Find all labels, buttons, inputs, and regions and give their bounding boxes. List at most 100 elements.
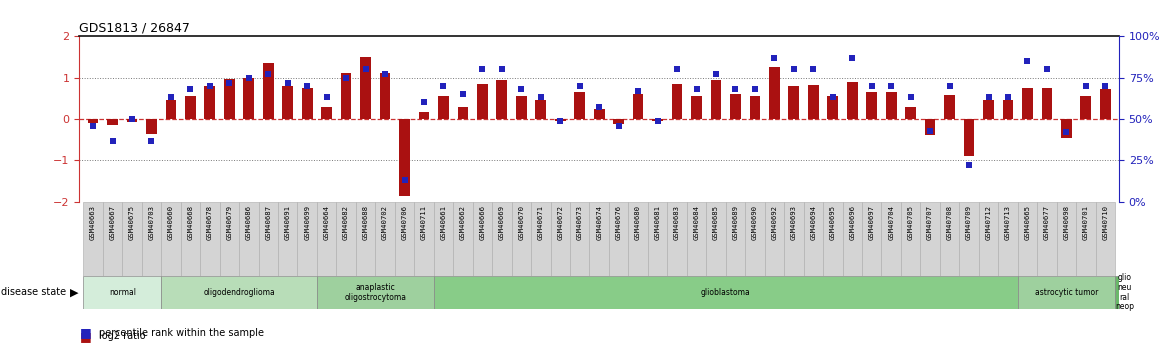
- Bar: [691, 96, 702, 119]
- Point: [259, 71, 278, 77]
- Text: GSM40697: GSM40697: [869, 205, 875, 240]
- Text: GSM40662: GSM40662: [460, 205, 466, 240]
- Text: GSM40683: GSM40683: [674, 205, 680, 240]
- FancyBboxPatch shape: [823, 202, 842, 276]
- Bar: [652, 119, 663, 121]
- FancyBboxPatch shape: [609, 202, 628, 276]
- Text: GSM40691: GSM40691: [285, 205, 291, 240]
- Point: [239, 75, 258, 80]
- Text: GSM40710: GSM40710: [1103, 205, 1108, 240]
- FancyBboxPatch shape: [667, 202, 687, 276]
- FancyBboxPatch shape: [200, 202, 220, 276]
- FancyBboxPatch shape: [395, 202, 415, 276]
- Point: [648, 118, 667, 124]
- Text: GSM40698: GSM40698: [1063, 205, 1070, 240]
- Text: GSM40671: GSM40671: [537, 205, 544, 240]
- Point: [1018, 58, 1037, 64]
- Bar: [555, 119, 565, 121]
- FancyBboxPatch shape: [356, 202, 375, 276]
- Point: [512, 87, 530, 92]
- Point: [181, 87, 200, 92]
- Bar: [827, 96, 839, 119]
- Text: percentile rank within the sample: percentile rank within the sample: [99, 328, 264, 338]
- FancyBboxPatch shape: [707, 202, 725, 276]
- Point: [395, 178, 413, 183]
- Bar: [730, 94, 741, 119]
- Text: GSM40692: GSM40692: [771, 205, 778, 240]
- Bar: [885, 92, 897, 119]
- Bar: [438, 96, 449, 119]
- Bar: [224, 79, 235, 119]
- FancyBboxPatch shape: [901, 202, 920, 276]
- Bar: [204, 86, 215, 119]
- FancyBboxPatch shape: [258, 202, 278, 276]
- FancyBboxPatch shape: [123, 202, 141, 276]
- FancyBboxPatch shape: [1017, 276, 1115, 309]
- FancyBboxPatch shape: [648, 202, 667, 276]
- FancyBboxPatch shape: [220, 202, 239, 276]
- FancyBboxPatch shape: [1037, 202, 1057, 276]
- Bar: [88, 119, 98, 123]
- FancyBboxPatch shape: [512, 202, 531, 276]
- Text: GSM40663: GSM40663: [90, 205, 96, 240]
- Bar: [1100, 89, 1111, 119]
- Bar: [399, 119, 410, 196]
- Point: [668, 67, 687, 72]
- Text: ▶: ▶: [70, 287, 78, 297]
- Text: GSM40689: GSM40689: [732, 205, 738, 240]
- Text: GSM40668: GSM40668: [187, 205, 194, 240]
- Text: glioblastoma: glioblastoma: [701, 288, 751, 297]
- Bar: [185, 96, 196, 119]
- Bar: [575, 92, 585, 119]
- FancyBboxPatch shape: [725, 202, 745, 276]
- Bar: [710, 80, 722, 119]
- Point: [804, 67, 822, 72]
- FancyBboxPatch shape: [415, 202, 433, 276]
- FancyBboxPatch shape: [336, 202, 356, 276]
- Text: GSM40711: GSM40711: [420, 205, 427, 240]
- Point: [298, 83, 317, 89]
- Point: [161, 95, 180, 100]
- Text: GSM40701: GSM40701: [1083, 205, 1089, 240]
- Text: GSM40684: GSM40684: [694, 205, 700, 240]
- Text: GSM40682: GSM40682: [343, 205, 349, 240]
- Text: GSM40712: GSM40712: [986, 205, 992, 240]
- Text: GSM40673: GSM40673: [577, 205, 583, 240]
- Text: GSM40690: GSM40690: [752, 205, 758, 240]
- Text: GSM40676: GSM40676: [616, 205, 621, 240]
- FancyBboxPatch shape: [161, 202, 181, 276]
- Point: [318, 95, 336, 100]
- Point: [1057, 129, 1076, 135]
- Text: GDS1813 / 26847: GDS1813 / 26847: [79, 21, 190, 34]
- Point: [687, 87, 705, 92]
- Text: GSM40705: GSM40705: [908, 205, 913, 240]
- Text: GSM40704: GSM40704: [888, 205, 895, 240]
- Bar: [672, 84, 682, 119]
- FancyBboxPatch shape: [959, 202, 979, 276]
- Text: anaplastic
oligostrocytoma: anaplastic oligostrocytoma: [345, 283, 406, 302]
- Point: [745, 87, 764, 92]
- Text: GSM40709: GSM40709: [966, 205, 972, 240]
- Point: [278, 80, 297, 85]
- Text: GSM40707: GSM40707: [927, 205, 933, 240]
- Text: GSM40696: GSM40696: [849, 205, 855, 240]
- Point: [336, 75, 355, 80]
- Point: [882, 83, 901, 89]
- Text: GSM40693: GSM40693: [791, 205, 797, 240]
- Point: [220, 80, 238, 85]
- Bar: [418, 111, 430, 119]
- Bar: [613, 119, 624, 124]
- Point: [142, 138, 161, 143]
- Bar: [847, 82, 857, 119]
- FancyBboxPatch shape: [920, 202, 940, 276]
- FancyBboxPatch shape: [1096, 202, 1115, 276]
- Text: GSM40666: GSM40666: [479, 205, 486, 240]
- FancyBboxPatch shape: [765, 202, 784, 276]
- Text: disease state: disease state: [1, 287, 67, 297]
- Text: GSM40672: GSM40672: [557, 205, 563, 240]
- FancyBboxPatch shape: [433, 202, 453, 276]
- Bar: [283, 86, 293, 119]
- FancyBboxPatch shape: [239, 202, 258, 276]
- Point: [570, 83, 589, 89]
- Text: GSM40679: GSM40679: [227, 205, 232, 240]
